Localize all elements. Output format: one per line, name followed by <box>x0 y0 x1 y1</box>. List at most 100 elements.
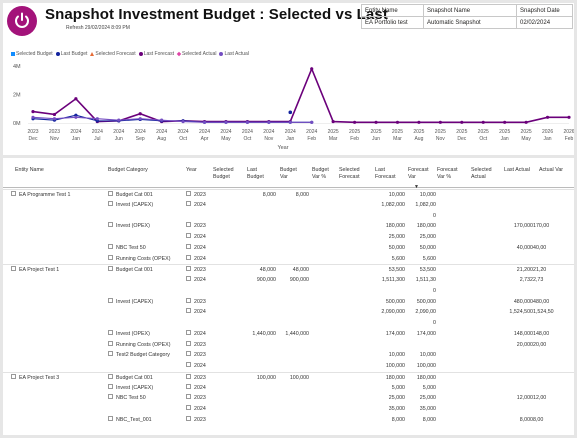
table-row[interactable]: EA Project Test 3 Budget Cat 001 2023 100,0… <box>3 371 574 383</box>
sort-down-icon[interactable]: ▼ <box>414 184 419 190</box>
col-header-actual-var[interactable]: Actual Var <box>539 167 564 173</box>
expand-icon[interactable] <box>186 243 191 249</box>
col-header-selected-budget[interactable]: Selected Budget <box>213 167 234 180</box>
expand-icon[interactable] <box>186 254 191 260</box>
table-row[interactable]: 2024 35,000 35,000 <box>3 404 574 415</box>
expand-icon[interactable] <box>108 266 113 272</box>
col-header-forecast-var[interactable]: Forecast Var <box>408 167 429 180</box>
expand-icon[interactable] <box>186 340 191 346</box>
x-tick-month: Nov <box>436 136 445 142</box>
expand-icon[interactable] <box>186 394 191 400</box>
expand-icon[interactable] <box>11 266 16 272</box>
expand-icon[interactable] <box>186 222 191 228</box>
expand-icon[interactable] <box>11 191 16 197</box>
table-row[interactable]: NBC_Test_001 2023 8,000 8,000 8,000 8,00 <box>3 415 574 426</box>
table-row[interactable]: EA Project Test 1 Budget Cat 001 2023 48,00… <box>3 264 574 275</box>
expand-icon[interactable] <box>108 200 113 206</box>
table-row[interactable]: Running Costs (OPEX) 2024 5,600 5,600 <box>3 254 574 265</box>
table-row[interactable]: Test2 Budget Category 2023 10,000 10,000 <box>3 350 574 361</box>
expand-icon[interactable] <box>108 222 113 228</box>
expand-icon[interactable] <box>108 329 113 335</box>
x-tick-month: Feb <box>350 136 359 142</box>
expand-icon[interactable] <box>108 383 113 389</box>
expand-icon[interactable] <box>108 415 113 421</box>
col-header-last-actual[interactable]: Last Actual <box>504 167 530 173</box>
table-row[interactable]: 0 <box>3 211 574 222</box>
forecast-var-cell: 2,090,00 <box>415 309 436 316</box>
table-row[interactable]: 0 <box>3 318 574 329</box>
expand-icon[interactable] <box>186 329 191 335</box>
last-budget-cell: 100,000 <box>256 374 276 381</box>
expand-icon[interactable] <box>108 243 113 249</box>
legend-item-last-budget[interactable]: Last Budget <box>55 51 87 57</box>
entity-name-cell: EA Project Test 3 <box>11 373 59 381</box>
expand-icon[interactable] <box>108 351 113 357</box>
col-header-year[interactable]: Year <box>186 167 197 173</box>
col-header-last-budget[interactable]: Last Budget <box>247 167 264 180</box>
col-header-forecast-var-pct[interactable]: Forecast Var % <box>437 167 458 180</box>
expand-icon[interactable] <box>108 191 113 197</box>
actual-var-cell: 170,00 <box>533 223 550 230</box>
table-row[interactable]: EA Programme Test 1 Budget Cat 001 2023 8,0… <box>3 189 574 200</box>
expand-icon[interactable] <box>186 233 191 239</box>
legend-item-last-forecast[interactable]: Last Forecast <box>138 51 174 57</box>
forecast-var-cell: 0 <box>433 287 436 294</box>
expand-icon[interactable] <box>186 200 191 206</box>
col-header-budget-var-pct[interactable]: Budget Var % <box>312 167 329 180</box>
table-row[interactable]: Invest (CAPEX) 2023 500,000 500,000 480,000 4… <box>3 297 574 308</box>
table-row[interactable]: 2024 2,090,000 2,090,00 1,524,500 1,524,50 <box>3 307 574 318</box>
col-header-budget-var[interactable]: Budget Var <box>280 167 297 180</box>
table-row[interactable]: 0 <box>3 286 574 297</box>
table-row[interactable]: NBC Test 50 2023 25,000 25,000 12,000 12,00 <box>3 393 574 404</box>
year-cell: 2024 <box>186 200 212 208</box>
expand-icon[interactable] <box>186 308 191 314</box>
expand-icon[interactable] <box>108 254 113 260</box>
table-row[interactable]: 2024 900,000 900,000 1,511,300 1,511,30 2,732… <box>3 275 574 286</box>
table-row[interactable]: Invest (CAPEX) 2024 1,082,000 1,082,00 <box>3 200 574 211</box>
x-tick-year: 2025 <box>328 129 339 135</box>
year-cell: 2023 <box>186 351 212 358</box>
expand-icon[interactable] <box>108 340 113 346</box>
x-tick-month: Oct <box>244 136 252 142</box>
expand-icon[interactable] <box>186 266 191 272</box>
col-header-selected-forecast[interactable]: Selected Forecast <box>339 167 360 180</box>
expand-icon[interactable] <box>186 383 191 389</box>
expand-icon[interactable] <box>11 373 16 379</box>
col-header-entity[interactable]: Entity Name <box>15 167 44 173</box>
legend-item-selected-forecast[interactable]: Selected Forecast <box>90 51 136 57</box>
expand-icon[interactable] <box>186 191 191 197</box>
x-tick-year: 2025 <box>370 129 381 135</box>
table-row[interactable]: Invest (OPEX) 2023 180,000 180,000 170,000 17… <box>3 221 574 232</box>
x-tick-month: Jun <box>115 136 123 142</box>
col-header-selected-actual[interactable]: Selected Actual <box>471 167 492 180</box>
col-header-last-forecast[interactable]: Last Forecast <box>375 167 396 180</box>
year-cell: 2023 <box>186 191 212 198</box>
investment-line-chart[interactable]: 4M2M0M2023Dec2023Nov2024Jan2024Jul2024Ju… <box>3 3 574 155</box>
expand-icon[interactable] <box>108 394 113 400</box>
col-header-category[interactable]: Budget Category <box>108 167 148 173</box>
table-row[interactable]: 2024 25,000 25,000 <box>3 232 574 243</box>
info-value-snapshot-date[interactable]: 02/02/2024 <box>516 16 573 29</box>
expand-icon[interactable] <box>186 297 191 303</box>
expand-icon[interactable] <box>186 415 191 421</box>
table-row[interactable]: Invest (OPEX) 2024 1,440,000 1,440,000 174,0… <box>3 329 574 340</box>
expand-icon[interactable] <box>108 373 113 379</box>
expand-icon[interactable] <box>186 362 191 368</box>
table-row[interactable]: NBC Test 50 2024 50,000 50,000 40,000 40,00 <box>3 243 574 254</box>
expand-icon[interactable] <box>186 351 191 357</box>
expand-icon[interactable] <box>108 297 113 303</box>
legend-item-selected-actual[interactable]: Selected Actual <box>176 51 216 57</box>
legend-item-last-actual[interactable]: Last Actual <box>219 51 249 57</box>
legend-item-selected-budget[interactable]: Selected Budget <box>11 51 53 57</box>
table-row[interactable]: Invest (CAPEX) 2024 5,000 5,000 <box>3 383 574 394</box>
info-value-snapshot-name[interactable]: Automatic Snapshot <box>423 16 517 29</box>
series-last-forecast-point <box>524 120 528 124</box>
x-tick-year: 2025 <box>435 129 446 135</box>
expand-icon[interactable] <box>186 373 191 379</box>
expand-icon[interactable] <box>186 276 191 282</box>
forecast-var-cell: 180,000 <box>416 223 436 230</box>
forecast-var-cell: 10,000 <box>419 192 436 198</box>
table-row[interactable]: Running Costs (OPEX) 2023 20,000 20,00 <box>3 340 574 351</box>
expand-icon[interactable] <box>186 405 191 411</box>
table-row[interactable]: 2024 100,000 100,000 <box>3 361 574 372</box>
